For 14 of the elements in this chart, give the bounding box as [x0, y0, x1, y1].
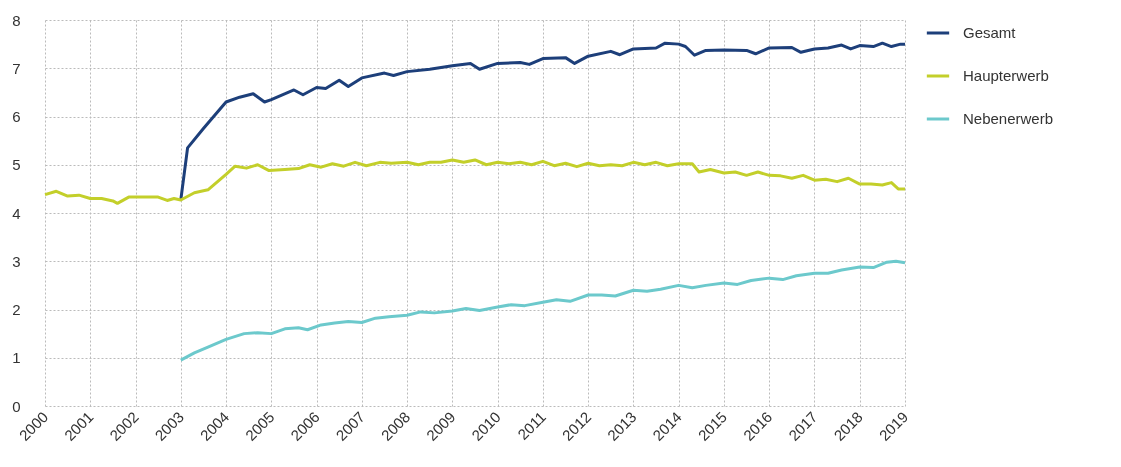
- y-tick-label: 4: [12, 204, 21, 222]
- line-series: [43, 158, 907, 205]
- legend-label: Nebenerwerb: [963, 110, 1054, 127]
- y-tick-label: 1: [12, 349, 21, 367]
- y-tick-label: 6: [12, 108, 21, 125]
- legend-label: Gesamt: [963, 24, 1017, 41]
- y-tick-label: 3: [12, 252, 21, 270]
- y-tick-label: 2: [12, 301, 21, 318]
- y-tick-label: 8: [12, 11, 21, 29]
- y-tick-label: 7: [12, 59, 21, 77]
- line-series: [179, 259, 907, 362]
- legend-label: Haupterwerb: [963, 67, 1049, 84]
- y-tick-label: 5: [12, 156, 21, 174]
- y-tick-label: 0: [12, 397, 21, 415]
